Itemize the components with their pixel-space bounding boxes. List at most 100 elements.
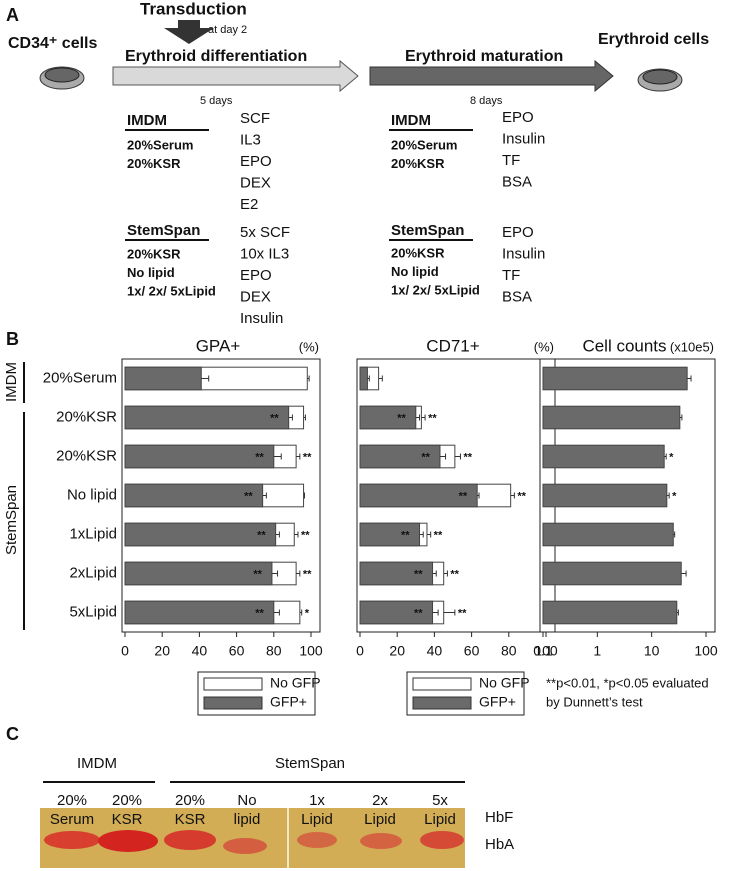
- significance: **: [255, 607, 264, 619]
- panel-label: B: [6, 329, 19, 349]
- error-bar: [679, 414, 683, 421]
- significance: **: [401, 529, 410, 541]
- x-tick-label: 0: [356, 643, 364, 659]
- error-bar: [296, 570, 301, 577]
- panel-label: A: [6, 5, 19, 25]
- legend-label: GFP+: [479, 694, 516, 710]
- transduction: Transduction: [140, 0, 247, 18]
- lane-label: 20%: [112, 792, 142, 809]
- significance: **: [421, 451, 430, 463]
- factor: BSA: [502, 288, 532, 305]
- chart-title: CD71+: [426, 336, 479, 355]
- error-bar: [443, 609, 456, 616]
- error-bar: [273, 453, 282, 460]
- bar: [124, 561, 273, 586]
- error-bar: [294, 531, 299, 538]
- group-label: IMDM: [77, 755, 117, 772]
- factor: Insulin: [502, 130, 545, 147]
- bar: [124, 444, 275, 469]
- factor: IL3: [240, 131, 261, 148]
- error-bar: [426, 531, 432, 538]
- chart-unit: (%): [299, 339, 319, 354]
- y-tick-label: 2xLipid: [69, 564, 117, 581]
- factor: EPO: [502, 224, 534, 241]
- y-tick-label: 5xLipid: [69, 603, 117, 620]
- condition: 20%KSR: [127, 246, 181, 261]
- bar: [124, 600, 275, 625]
- panel-b: B IMDM StemSpan **p<0.01, *p<0.05 evalua…: [3, 329, 709, 710]
- start-label: CD34⁺ cells: [8, 35, 97, 52]
- significance: **: [255, 451, 264, 463]
- factor: SCF: [240, 110, 270, 127]
- significance: **: [301, 529, 310, 541]
- medium-name: IMDM: [127, 112, 167, 129]
- condition: 20%KSR: [391, 156, 445, 171]
- condition: No lipid: [127, 265, 175, 280]
- factor: 5x SCF: [240, 224, 290, 241]
- panel-c: C IMDM StemSpan HbF HbA: [6, 724, 514, 868]
- stage-days: 5 days: [200, 95, 233, 107]
- lane-label: 2x: [372, 792, 388, 809]
- condition: 1x/ 2x/ 5xLipid: [127, 283, 216, 298]
- error-bar: [262, 492, 267, 499]
- bar: [359, 405, 417, 430]
- lane-label: No: [237, 792, 256, 809]
- factor: Insulin: [502, 245, 545, 262]
- legend-swatch: [203, 696, 263, 710]
- factor: E2: [240, 196, 258, 213]
- legend-label: GFP+: [270, 694, 307, 710]
- factor: TF: [502, 267, 520, 284]
- x-tick-label: 100: [694, 643, 718, 659]
- band-label: HbA: [485, 836, 514, 853]
- legend-label: No GFP: [270, 675, 321, 691]
- bar: [124, 405, 290, 430]
- bar: [542, 366, 688, 391]
- lane-label: Lipid: [301, 811, 333, 828]
- factor: TF: [502, 152, 520, 169]
- condition: 20%Serum: [127, 137, 193, 152]
- stage-title: Erythroid differentiation: [125, 48, 307, 65]
- significance: **: [459, 490, 468, 502]
- plot-frame: [121, 358, 321, 633]
- factor: BSA: [502, 173, 532, 190]
- medium-name: IMDM: [391, 112, 431, 129]
- error-bar: [367, 375, 370, 382]
- factor: EPO: [502, 109, 534, 126]
- error-bar: [664, 453, 667, 460]
- error-bar: [432, 609, 439, 616]
- factor: Insulin: [240, 310, 283, 327]
- condition: 20%KSR: [127, 156, 181, 171]
- gel: [40, 808, 465, 868]
- significance: **: [270, 412, 279, 424]
- legend-swatch: [203, 677, 263, 691]
- lane-label: Lipid: [364, 811, 396, 828]
- bar: [542, 561, 682, 586]
- chart-unit: (x10e5): [670, 339, 714, 354]
- x-tick-label: 100: [299, 643, 323, 659]
- error-bar: [454, 453, 461, 460]
- chart-title: GPA+: [196, 336, 241, 355]
- significance: **: [463, 451, 472, 463]
- significance: **: [303, 568, 312, 580]
- x-tick-label: 80: [501, 643, 517, 659]
- lane-label: Serum: [50, 811, 94, 828]
- error-bar: [307, 375, 310, 382]
- error-bar: [439, 453, 447, 460]
- legend-label: No GFP: [479, 675, 530, 691]
- significance: *: [672, 490, 677, 502]
- x-tick-label: 80: [266, 643, 282, 659]
- y-tick-label: 1xLipid: [69, 525, 117, 542]
- note: **p<0.01, *p<0.05 evaluated: [546, 675, 709, 690]
- error-bar: [510, 492, 515, 499]
- error-bar: [681, 570, 687, 577]
- error-bar: [687, 375, 692, 382]
- transduction-day: at day 2: [208, 24, 247, 36]
- y-tick-label: 20%Serum: [43, 369, 117, 386]
- end-label: Erythroid cells: [598, 31, 709, 48]
- error-bar: [419, 531, 424, 538]
- factor: DEX: [240, 174, 271, 191]
- condition: 1x/ 2x/ 5xLipid: [391, 282, 480, 297]
- condition: 20%KSR: [391, 245, 445, 260]
- group-label: StemSpan: [275, 755, 345, 772]
- bar: [542, 483, 668, 508]
